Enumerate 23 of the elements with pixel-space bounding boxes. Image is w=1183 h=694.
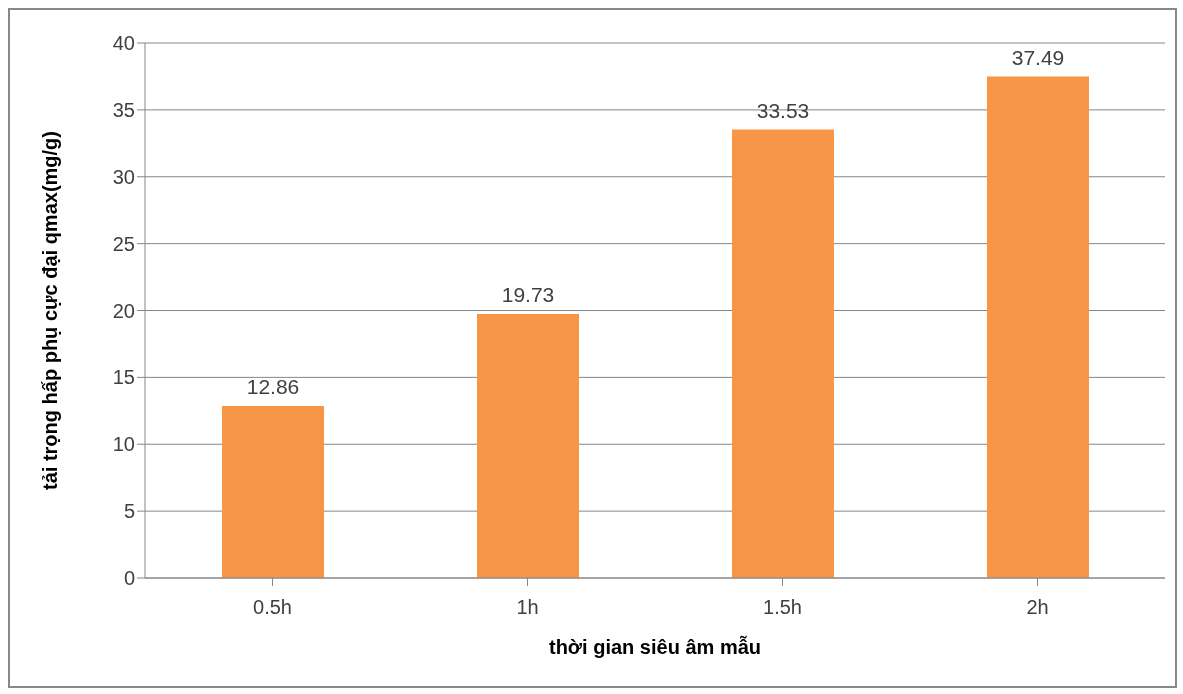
y-tick-label: 10: [112, 433, 135, 456]
x-tick-label: 1h: [516, 596, 539, 619]
y-tick-label: 0: [123, 567, 135, 590]
x-axis-title: thời gian siêu âm mẫu: [548, 635, 762, 658]
y-tick-label: 40: [112, 32, 135, 55]
bar: [222, 406, 324, 578]
bar: [732, 129, 834, 578]
y-axis-title: tải trọng hấp phụ cực đại qmax(mg/g): [39, 131, 62, 490]
y-tick-label: 5: [123, 500, 135, 523]
bar: [987, 76, 1089, 578]
y-tick-label: 30: [112, 165, 135, 188]
data-label: 37.49: [1011, 45, 1065, 69]
y-tick-label: 35: [112, 98, 135, 121]
y-tick-label: 20: [112, 299, 135, 322]
y-tick-label: 25: [112, 232, 135, 255]
x-tick-label: 0.5h: [253, 596, 292, 619]
data-label: 19.73: [501, 283, 555, 307]
x-tick-label: 2h: [1026, 596, 1049, 619]
bar: [477, 314, 579, 578]
data-label: 12.86: [246, 375, 300, 398]
data-label: 33.53: [756, 98, 810, 122]
y-tick-label: 15: [112, 366, 135, 389]
x-tick-label: 1.5h: [763, 596, 802, 619]
